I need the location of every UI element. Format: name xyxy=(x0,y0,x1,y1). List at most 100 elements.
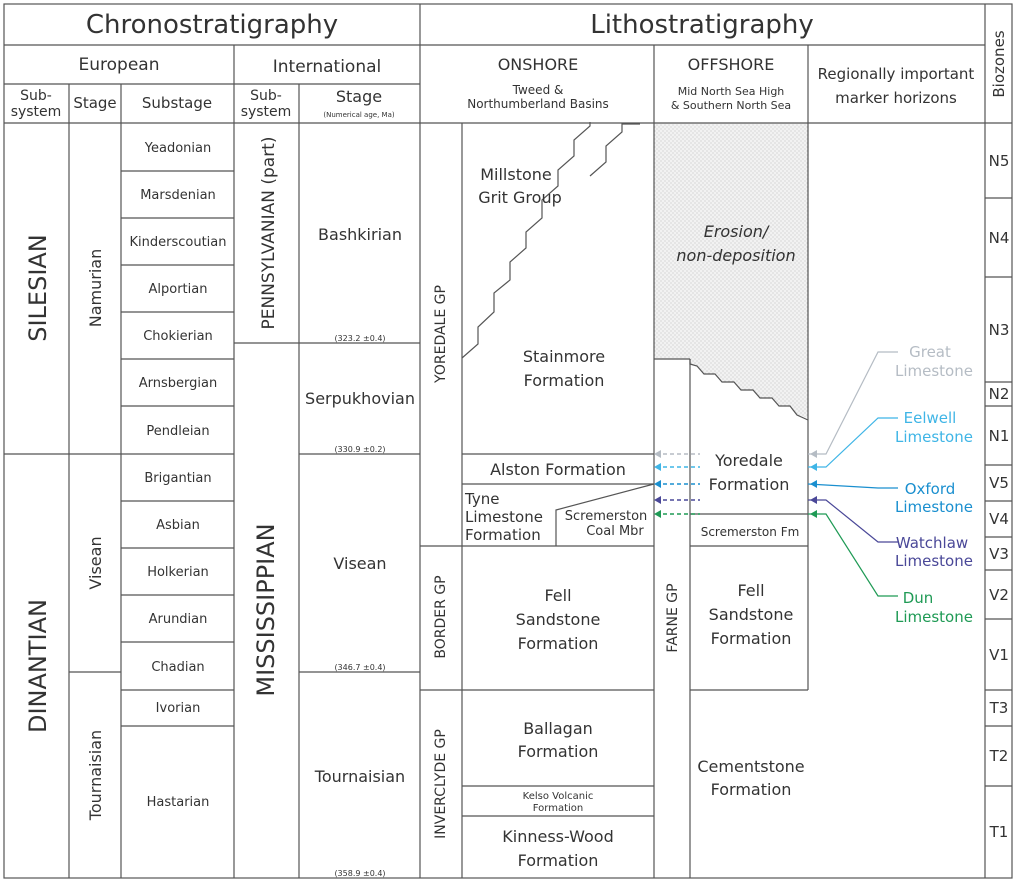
substage-asbian: Asbian xyxy=(156,518,200,533)
subsystem-dinantian: DINANTIAN xyxy=(24,599,52,733)
marker-great-l1: Great xyxy=(909,343,951,361)
marker-great-l2: Limestone xyxy=(895,362,973,380)
off-yoredale-l2: Formation xyxy=(709,475,790,494)
substage-arundian: Arundian xyxy=(149,612,208,627)
international-label: International xyxy=(273,57,382,77)
millstone-l1: Millstone xyxy=(480,165,552,184)
group-border: BORDER GP xyxy=(433,575,449,658)
substage-brigantian: Brigantian xyxy=(144,471,211,486)
substage-hastarian: Hastarian xyxy=(147,795,210,810)
fell-l2: Sandstone xyxy=(516,610,601,629)
stainmore-l1: Stainmore xyxy=(523,347,605,366)
marker-eelwell-l2: Limestone xyxy=(895,428,973,446)
group-farne: FARNE GP xyxy=(665,583,681,652)
biozone-t2: T2 xyxy=(989,747,1009,765)
biozone-t1: T1 xyxy=(989,823,1009,841)
substage-kinderscoutian: Kinderscoutian xyxy=(130,235,227,250)
intl-subsystem-header-l2: system xyxy=(241,104,292,120)
stage-tournaisian: Tournaisian xyxy=(86,730,105,821)
off-fell-l2: Sandstone xyxy=(709,605,794,624)
substage-marsdenian: Marsdenian xyxy=(140,188,216,203)
off-yoredale-l1: Yoredale xyxy=(714,451,783,470)
intl-stage-bashkirian: Bashkirian xyxy=(318,225,402,244)
erosion-area xyxy=(654,123,808,418)
millstone-boundary xyxy=(461,122,591,359)
millstone-l2: Grit Group xyxy=(478,188,562,207)
off-fell-l1: Fell xyxy=(737,581,764,600)
substage-chokierian: Chokierian xyxy=(143,329,213,344)
intl-stage-visean: Visean xyxy=(333,554,386,573)
fell-l3: Formation xyxy=(518,634,599,653)
tyne-l2: Limestone xyxy=(465,508,543,526)
age-330: (330.9 ±0.2) xyxy=(334,445,385,454)
age-323: (323.2 ±0.4) xyxy=(334,334,385,343)
scremerston-mbr-l1: Scremerston xyxy=(565,509,648,524)
marker-watchlaw-l1: Watchlaw xyxy=(896,534,968,552)
stage-header: Stage xyxy=(73,94,116,112)
intl-stage-note: (Numerical age, Ma) xyxy=(323,111,394,119)
intl-stage-serpukhovian: Serpukhovian xyxy=(305,389,415,408)
off-fell-l3: Formation xyxy=(711,629,792,648)
age-358: (358.9 ±0.4) xyxy=(334,869,385,878)
offshore-sub2: & Southern North Sea xyxy=(671,99,791,112)
age-346: (346.7 ±0.4) xyxy=(334,663,385,672)
biozone-v5: V5 xyxy=(989,474,1009,492)
subsystem-silesian: SILESIAN xyxy=(24,234,52,342)
substage-alportian: Alportian xyxy=(149,282,208,297)
millstone-boundary-upper xyxy=(589,123,640,177)
subsystem-header-l2: system xyxy=(11,104,62,120)
stainmore-l2: Formation xyxy=(524,371,605,390)
biozone-t3: T3 xyxy=(989,699,1009,717)
marker-dun-l2: Limestone xyxy=(895,608,973,626)
marker-dun-l1: Dun xyxy=(903,589,934,607)
marker-eelwell-l1: Eelwell xyxy=(904,409,957,427)
group-inverclyde: INVERCLYDE GP xyxy=(433,729,449,839)
ballagan-l2: Formation xyxy=(518,742,599,761)
subsystem-header-l1: Sub- xyxy=(20,88,52,104)
biozone-n2: N2 xyxy=(989,385,1010,403)
marker-watchlaw-l2: Limestone xyxy=(895,552,973,570)
marker-oxford-l1: Oxford xyxy=(905,480,956,498)
intl-subsystem-pennsylvanian: PENNSYLVANIAN (part) xyxy=(259,137,279,330)
biozone-n3: N3 xyxy=(989,321,1010,339)
onshore-sub2: Northumberland Basins xyxy=(467,97,609,111)
substage-ivorian: Ivorian xyxy=(156,701,201,716)
offshore-sub1: Mid North Sea High xyxy=(678,85,785,98)
group-yoredale: YOREDALE GP xyxy=(433,285,449,384)
kelso-l1: Kelso Volcanic xyxy=(523,791,594,802)
marker-header-l1: Regionally important xyxy=(818,65,975,83)
biozone-v1: V1 xyxy=(989,646,1009,664)
biozone-v4: V4 xyxy=(989,510,1009,528)
substage-header: Substage xyxy=(142,94,212,112)
substage-holkerian: Holkerian xyxy=(147,565,209,580)
tyne-l3: Formation xyxy=(465,526,541,544)
outer-frame xyxy=(3,3,1013,879)
scremerston-mbr-l2: Coal Mbr xyxy=(586,524,644,539)
off-scremerston: Scremerston Fm xyxy=(701,525,800,539)
biozone-n5: N5 xyxy=(989,152,1010,170)
onshore-sub1: Tweed & xyxy=(512,83,564,97)
alston: Alston Formation xyxy=(490,460,626,479)
chrono-title: Chronostratigraphy xyxy=(86,10,338,40)
intl-subsystem-mississippian: MISSISSIPPIAN xyxy=(252,523,280,696)
tyne-l1: Tyne xyxy=(464,490,499,508)
biozone-n1: N1 xyxy=(989,427,1010,445)
substage-arnsbergian: Arnsbergian xyxy=(139,376,217,391)
kinness-l1: Kinness-Wood xyxy=(502,827,613,846)
intl-subsystem-header-l1: Sub- xyxy=(250,88,282,104)
cement-l2: Formation xyxy=(711,780,792,799)
european-label: European xyxy=(79,55,160,75)
litho-title: Lithostratigraphy xyxy=(590,10,814,40)
fell-l1: Fell xyxy=(544,586,571,605)
cement-l1: Cementstone xyxy=(697,757,804,776)
intl-stage-header: Stage xyxy=(336,87,382,106)
substage-chadian: Chadian xyxy=(151,660,204,675)
biozone-n4: N4 xyxy=(989,229,1010,247)
erosion-boundary xyxy=(689,359,809,421)
biozones-header: Biozones xyxy=(990,30,1008,97)
intl-stage-tournaisian: Tournaisian xyxy=(314,767,405,786)
stage-visean: Visean xyxy=(86,536,105,589)
substage-pendleian: Pendleian xyxy=(146,424,209,439)
substage-yeadonian: Yeadonian xyxy=(144,141,211,156)
stage-namurian: Namurian xyxy=(86,249,105,327)
